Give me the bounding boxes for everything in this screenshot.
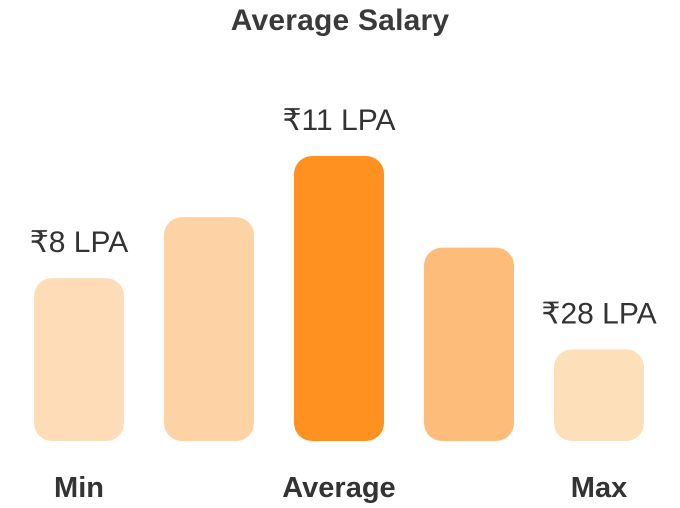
bar-3 (294, 156, 384, 441)
bar-2 (164, 217, 254, 441)
bar-5 (554, 349, 644, 441)
bar-value-label-5: ₹28 LPA (541, 297, 656, 330)
bar-value-label-1: ₹8 LPA (30, 226, 129, 259)
bar-1 (34, 278, 124, 441)
category-label-1: Min (54, 472, 104, 504)
bar-value-label-3: ₹11 LPA (282, 104, 395, 137)
category-label-5: Max (571, 472, 627, 504)
category-label-3: Average (282, 472, 395, 504)
chart-title: Average Salary (230, 4, 450, 37)
bar-4 (424, 247, 514, 441)
